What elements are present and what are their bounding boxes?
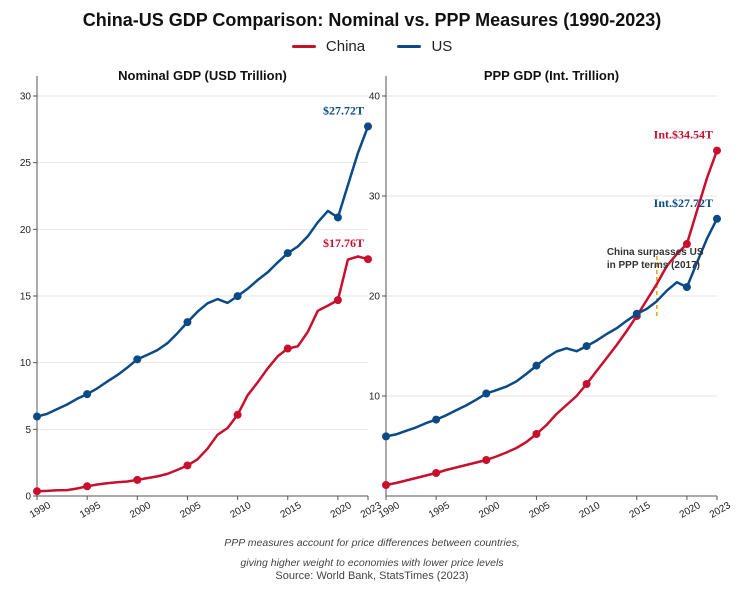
- nominal-marker-china: [33, 487, 41, 496]
- nominal-y-tick-label: 10: [20, 358, 32, 369]
- chart-title: China-US GDP Comparison: Nominal vs. PPP…: [82, 10, 662, 30]
- ppp-callout-text: in PPP terms (2017): [607, 260, 700, 271]
- source-note: Source: World Bank, StatsTimes (2023): [275, 570, 469, 582]
- ppp-marker-china: [713, 146, 721, 155]
- nominal-marker-china: [83, 482, 92, 491]
- ppp-marker-china: [432, 469, 441, 477]
- nominal-marker-us: [83, 390, 92, 399]
- legend-label-china: China: [325, 37, 366, 55]
- nominal-marker-us: [133, 355, 142, 364]
- ppp-y-tick-label: 20: [369, 292, 381, 303]
- ppp-x-tick-label: 2010: [577, 500, 602, 521]
- nominal-marker-us: [364, 122, 372, 131]
- ppp-x-tick-label: 1995: [427, 500, 452, 521]
- nominal-value-label-us: $27.72T: [323, 103, 364, 117]
- nominal-marker-china: [333, 296, 342, 305]
- ppp-marker-us: [713, 214, 721, 223]
- footnote-line-2: giving higher weight to economies with l…: [240, 557, 504, 569]
- ppp-marker-us: [532, 361, 541, 370]
- nominal-x-tick-label: 2010: [228, 500, 253, 521]
- nominal-x-tick-label: 2015: [279, 500, 304, 521]
- ppp-x-tick-label: 2023: [708, 500, 733, 521]
- nominal-marker-us: [233, 292, 242, 301]
- ppp-value-label-us: Int.$27.72T: [654, 196, 713, 210]
- nominal-x-tick-label: 2020: [329, 500, 354, 521]
- ppp-callout-text: China surpasses US: [607, 247, 704, 258]
- footnote-line-1: PPP measures account for price differenc…: [224, 537, 520, 549]
- legend-item-china: China: [291, 37, 366, 55]
- ppp-x-tick-label: 2005: [527, 500, 552, 521]
- legend-swatch-china: [291, 45, 316, 49]
- ppp-y-tick-label: 10: [369, 392, 381, 403]
- ppp-x-tick-label: 1990: [377, 500, 402, 521]
- ppp-marker-china: [582, 380, 591, 388]
- ppp-marker-china: [382, 481, 390, 489]
- ppp-marker-us: [482, 389, 491, 398]
- ppp-y-tick-label: 40: [369, 92, 381, 103]
- legend-swatch-us: [397, 45, 422, 49]
- nominal-marker-us: [333, 213, 342, 222]
- nominal-y-tick-label: 20: [20, 225, 32, 236]
- nominal-y-tick-label: 0: [25, 492, 31, 503]
- ppp-marker-us: [382, 432, 390, 441]
- ppp-series-line-us: [384, 217, 719, 438]
- ppp-x-tick-label: 2015: [628, 500, 653, 521]
- nominal-marker-us: [183, 318, 192, 327]
- ppp-marker-us: [582, 342, 591, 351]
- legend-label-us: US: [431, 37, 453, 55]
- nominal-marker-china: [183, 461, 192, 470]
- nominal-series-line-china: [35, 255, 370, 493]
- nominal-marker-china: [233, 410, 242, 419]
- nominal-panel-title: Nominal GDP (USD Trillion): [118, 68, 287, 83]
- nominal-x-tick-label: 1990: [28, 500, 53, 521]
- nominal-marker-us: [33, 412, 41, 421]
- ppp-series-line-china: [384, 149, 719, 487]
- nominal-marker-china: [133, 475, 142, 484]
- legend: China US: [0, 37, 744, 55]
- ppp-marker-us: [632, 309, 641, 318]
- ppp-marker-china: [682, 240, 691, 248]
- nominal-y-tick-label: 5: [25, 425, 31, 436]
- nominal-marker-china: [283, 344, 292, 353]
- nominal-y-tick-label: 25: [20, 158, 32, 169]
- nominal-marker-us: [283, 249, 292, 258]
- nominal-y-tick-label: 30: [20, 92, 32, 103]
- ppp-value-label-china: Int.$34.54T: [654, 128, 713, 142]
- nominal-x-tick-label: 1995: [78, 500, 103, 521]
- ppp-marker-us: [432, 415, 441, 424]
- nominal-x-tick-label: 2005: [178, 500, 203, 521]
- nominal-series-line-us: [35, 125, 370, 418]
- nominal-value-label-china: $17.76T: [323, 236, 364, 250]
- ppp-panel-title: PPP GDP (Int. Trillion): [484, 68, 619, 83]
- ppp-x-tick-label: 2020: [678, 500, 703, 521]
- legend-item-us: US: [397, 38, 452, 55]
- ppp-marker-us: [682, 283, 691, 292]
- nominal-x-tick-label: 2000: [128, 500, 153, 521]
- ppp-y-tick-label: 30: [369, 192, 381, 203]
- ppp-marker-china: [532, 430, 541, 438]
- ppp-x-tick-label: 2000: [477, 500, 502, 521]
- nominal-marker-china: [364, 255, 372, 264]
- ppp-marker-china: [482, 456, 491, 464]
- nominal-y-tick-label: 15: [20, 292, 32, 303]
